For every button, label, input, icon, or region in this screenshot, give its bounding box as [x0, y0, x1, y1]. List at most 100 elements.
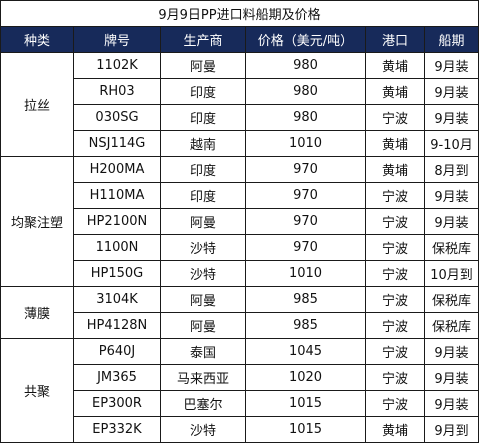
producer-cell: 巴塞尔 — [160, 390, 246, 417]
producer-cell: 阿曼 — [160, 312, 246, 339]
grade-cell: H110MA — [73, 182, 161, 209]
producer-cell: 印度 — [160, 78, 246, 105]
grade-cell: H200MA — [73, 156, 161, 183]
table-row: 薄膜 3104K 阿曼 985 宁波 保税库 — [0, 286, 479, 339]
grade-cell: P640J — [73, 338, 161, 365]
shipment-cell: 8月到 — [423, 156, 479, 183]
table-row: 拉丝 1102K 阿曼 980 黄埔 9月装 — [0, 52, 479, 157]
price-cell: 970 — [245, 234, 366, 261]
price-cell: 1010 — [245, 260, 366, 287]
price-cell: 1015 — [245, 390, 366, 417]
price-cell: 985 — [245, 286, 366, 313]
grade-cell: 1102K — [73, 52, 161, 79]
price-cell: 1010 — [245, 130, 366, 157]
port-cell: 黄埔 — [365, 78, 425, 105]
shipment-cell: 9月装 — [423, 390, 479, 417]
producer-cell: 印度 — [160, 156, 246, 183]
shipment-cell: 9月装 — [423, 52, 479, 79]
table-row: H110MA 印度 970 宁波 9月装 — [1, 182, 479, 209]
shipment-cell: 9-10月 — [423, 130, 479, 157]
grade-cell: EP300R — [73, 390, 161, 417]
shipment-cell: 保税库 — [423, 312, 479, 339]
grade-cell: EP332K — [73, 416, 161, 443]
header-grade: 牌号 — [73, 26, 161, 53]
shipment-cell: 保税库 — [423, 286, 479, 313]
producer-cell: 阿曼 — [160, 52, 246, 79]
table-row: EP332K 沙特 1015 黄埔 9月到 — [1, 416, 479, 443]
producer-cell: 沙特 — [160, 260, 246, 287]
port-cell: 宁波 — [365, 104, 425, 131]
port-cell: 黄埔 — [365, 52, 425, 79]
producer-cell: 阿曼 — [160, 208, 246, 235]
price-cell: 980 — [245, 52, 366, 79]
price-cell: 970 — [245, 182, 366, 209]
price-cell: 980 — [245, 104, 366, 131]
port-cell: 宁波 — [365, 208, 425, 235]
table-row: RH03 印度 980 黄埔 9月装 — [1, 78, 479, 105]
producer-cell: 阿曼 — [160, 286, 246, 313]
category-cell: 均聚注塑 — [0, 156, 74, 287]
header-category: 种类 — [0, 26, 74, 53]
port-cell: 宁波 — [365, 390, 425, 417]
shipment-cell: 9月装 — [423, 364, 479, 391]
table-row: JM365 马来西亚 1020 宁波 9月装 — [1, 364, 479, 391]
port-cell: 宁波 — [365, 286, 425, 313]
header-price: 价格（美元/吨） — [245, 26, 366, 53]
table-row: 均聚注塑 H200MA 印度 970 黄埔 8月到 — [0, 156, 479, 287]
table-row: 共聚 P640J 泰国 1045 宁波 9月装 — [0, 338, 479, 443]
category-cell: 共聚 — [0, 338, 74, 443]
port-cell: 宁波 — [365, 312, 425, 339]
grade-cell: HP2100N — [73, 208, 161, 235]
header-producer: 生产商 — [160, 26, 246, 53]
shipment-cell: 9月装 — [423, 338, 479, 365]
table-row: 030SG 印度 980 宁波 9月装 — [1, 104, 479, 131]
table-body: 拉丝 1102K 阿曼 980 黄埔 9月装 RH03 印度 980 黄埔 9月装 030SG 印度 98… — [0, 52, 479, 443]
producer-cell: 沙特 — [160, 416, 246, 443]
table-title: 9月9日PP进口料船期及价格 — [0, 0, 479, 27]
grade-cell: RH03 — [73, 78, 161, 105]
title-row: 9月9日PP进口料船期及价格 — [0, 0, 479, 27]
table-row: NSJ114G 越南 1010 黄埔 9-10月 — [1, 130, 479, 157]
port-cell: 宁波 — [365, 234, 425, 261]
grade-cell: NSJ114G — [73, 130, 161, 157]
price-cell: 1045 — [245, 338, 366, 365]
producer-cell: 印度 — [160, 182, 246, 209]
producer-cell: 沙特 — [160, 234, 246, 261]
table-row: 1100N 沙特 970 宁波 保税库 — [1, 234, 479, 261]
price-cell: 970 — [245, 208, 366, 235]
price-cell: 980 — [245, 78, 366, 105]
port-cell: 宁波 — [365, 364, 425, 391]
price-cell: 1020 — [245, 364, 366, 391]
grade-cell: JM365 — [73, 364, 161, 391]
grade-cell: HP4128N — [73, 312, 161, 339]
grade-cell: 1100N — [73, 234, 161, 261]
price-cell: 970 — [245, 156, 366, 183]
grade-cell: HP150G — [73, 260, 161, 287]
shipment-cell: 9月装 — [423, 208, 479, 235]
port-cell: 宁波 — [365, 182, 425, 209]
producer-cell: 马来西亚 — [160, 364, 246, 391]
shipment-cell: 9月装 — [423, 182, 479, 209]
header-port: 港口 — [365, 26, 425, 53]
shipment-cell: 9月装 — [423, 78, 479, 105]
port-cell: 黄埔 — [365, 156, 425, 183]
shipment-cell: 保税库 — [423, 234, 479, 261]
category-cell: 薄膜 — [0, 286, 74, 339]
producer-cell: 泰国 — [160, 338, 246, 365]
port-cell: 宁波 — [365, 260, 425, 287]
table-row: EP300R 巴塞尔 1015 宁波 9月装 — [1, 390, 479, 417]
category-cell: 拉丝 — [0, 52, 74, 157]
price-cell: 1015 — [245, 416, 366, 443]
shipment-cell: 9月装 — [423, 104, 479, 131]
header-shipment: 船期 — [423, 26, 479, 53]
producer-cell: 越南 — [160, 130, 246, 157]
header-row: 种类 牌号 生产商 价格（美元/吨） 港口 船期 — [0, 26, 479, 53]
grade-cell: 030SG — [73, 104, 161, 131]
port-cell: 黄埔 — [365, 130, 425, 157]
shipment-cell: 9月到 — [423, 416, 479, 443]
producer-cell: 印度 — [160, 104, 246, 131]
grade-cell: 3104K — [73, 286, 161, 313]
port-cell: 宁波 — [365, 338, 425, 365]
table-row: HP2100N 阿曼 970 宁波 9月装 — [1, 208, 479, 235]
price-cell: 985 — [245, 312, 366, 339]
